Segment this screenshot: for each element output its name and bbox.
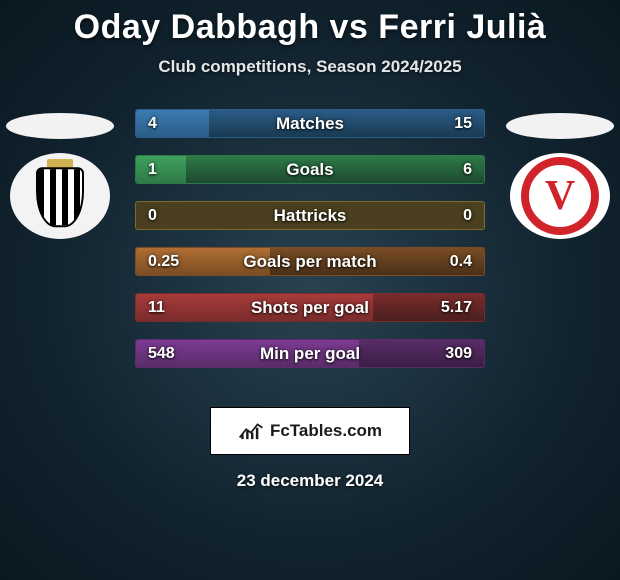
stat-label: Goals (136, 156, 484, 183)
chart-icon (238, 420, 264, 442)
stat-row: 00Hattricks (135, 201, 485, 230)
crest-letter-icon: V (545, 172, 575, 220)
stat-label: Hattricks (136, 202, 484, 229)
date-label: 23 december 2024 (0, 471, 620, 491)
flag-left (6, 113, 114, 139)
stat-label: Matches (136, 110, 484, 137)
content-root: Oday Dabbagh vs Ferri Julià Club competi… (0, 0, 620, 580)
stat-row: 115.17Shots per goal (135, 293, 485, 322)
stat-bars: 415Matches 16Goals 00Hattricks 0.250.4Goals… (135, 109, 485, 368)
comparison-panel: V 415Matches 16Goals 00Hattricks 0.250.4Goa… (0, 109, 620, 389)
page-title: Oday Dabbagh vs Ferri Julià (0, 8, 620, 47)
player-left-column (0, 109, 120, 239)
brand-text: FcTables.com (270, 421, 382, 441)
stat-row: 0.250.4Goals per match (135, 247, 485, 276)
stat-label: Shots per goal (136, 294, 484, 321)
crest-shield-icon (36, 167, 84, 227)
brand-badge: FcTables.com (210, 407, 410, 455)
club-crest-right: V (510, 153, 610, 239)
stat-row: 548309Min per goal (135, 339, 485, 368)
club-crest-left (10, 153, 110, 239)
stat-label: Min per goal (136, 340, 484, 367)
flag-right (506, 113, 614, 139)
stat-label: Goals per match (136, 248, 484, 275)
page-subtitle: Club competitions, Season 2024/2025 (0, 57, 620, 77)
player-right-column: V (500, 109, 620, 239)
stat-row: 415Matches (135, 109, 485, 138)
stat-row: 16Goals (135, 155, 485, 184)
